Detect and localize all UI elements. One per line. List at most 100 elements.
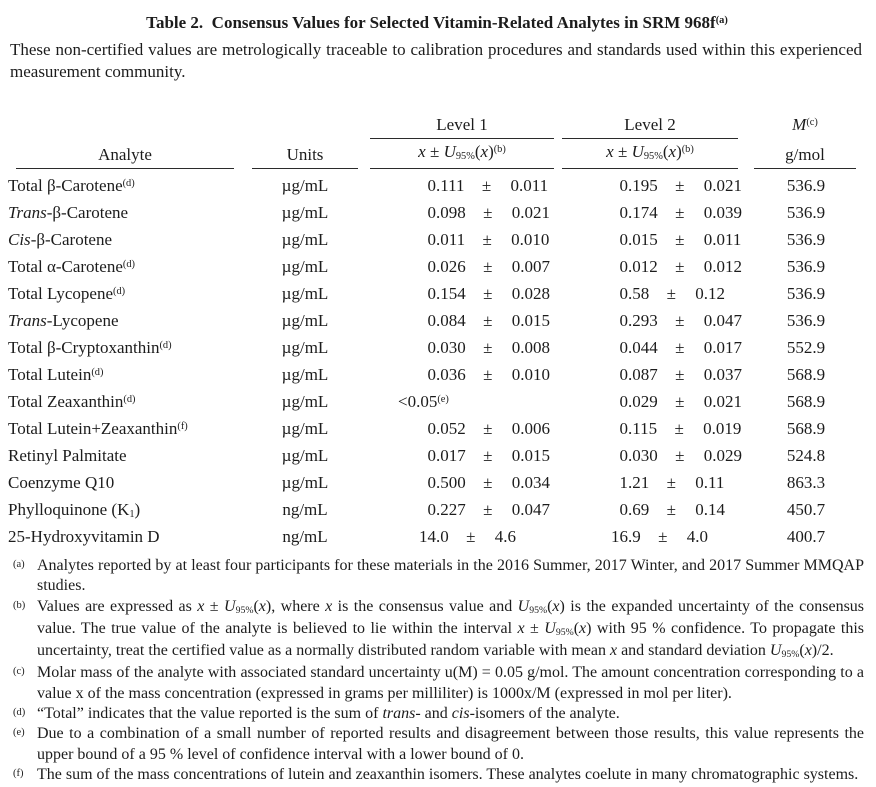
level2-value-cell: 0.174 ±0.039: [562, 196, 744, 223]
uncertainty-value: 0.007: [511, 257, 550, 276]
uncertainty-value: 0.017: [703, 338, 742, 357]
plus-minus-sign: ±: [483, 284, 493, 303]
footnote-text: Molar mass of the analyte with associate…: [37, 664, 864, 702]
plus-minus-sign: ±: [483, 500, 493, 519]
level1-value-cell: 0.026 ±0.007: [366, 250, 562, 277]
footnote-text: Analytes reported by at least four parti…: [37, 557, 864, 595]
intro-paragraph: These non-certified values are metrologi…: [10, 40, 862, 81]
level2-group-header: Level 2: [562, 113, 744, 139]
uncertainty-value: 0.021: [511, 203, 550, 222]
molar-mass-cell: 536.9: [786, 257, 826, 276]
plus-minus-sign: ±: [483, 419, 493, 438]
plus-minus-sign: ±: [675, 365, 685, 384]
units-cell: ng/mL: [282, 500, 328, 519]
plus-minus-sign: ±: [675, 176, 685, 195]
footnote-b: (b) Values are expressed as x ± U95%(x), …: [8, 597, 866, 664]
units-header: Units: [244, 139, 366, 169]
table-row: Total β-Cryptoxanthin(d) µg/mL 0.030 ±0.008…: [8, 331, 868, 358]
level1-value-cell: 14.0 ±4.6: [366, 520, 562, 547]
plus-minus-sign: ±: [483, 446, 493, 465]
plus-minus-sign: ±: [483, 365, 493, 384]
footnote-c: (c) Molar mass of the analyte with associ…: [8, 663, 866, 704]
plus-minus-sign: ±: [483, 203, 493, 222]
molar-mass-cell: 536.9: [786, 284, 826, 303]
measurement-value: 0.029 ±0.021: [619, 392, 743, 411]
level1-value-cell: 0.030 ±0.008: [366, 331, 562, 358]
level1-value-cell: 0.500 ±0.034: [366, 466, 562, 493]
plus-minus-sign: ±: [666, 473, 676, 492]
analyte-cell: Trans-Lycopene: [8, 311, 119, 330]
molar-mass-cell: 568.9: [786, 365, 826, 384]
table-row: Trans-Lycopene µg/mL 0.084 ±0.015 0.293 ±0.04…: [8, 304, 868, 331]
footnote-marker: (e): [13, 727, 25, 739]
level2-value-cell: 0.115 ±0.019: [562, 412, 744, 439]
units-cell: µg/mL: [281, 365, 329, 384]
table-row: Total Lycopene(d) µg/mL 0.154 ±0.028 0.58 ±0.…: [8, 277, 868, 304]
plus-minus-sign: ±: [658, 527, 668, 546]
measurement-value: 1.21 ±0.11: [619, 473, 725, 492]
measurement-value: 0.227 ±0.047: [427, 500, 551, 519]
molar-mass-header: M(c): [744, 113, 868, 139]
units-cell: ng/mL: [282, 527, 328, 546]
table-row: Total α-Carotene(d) µg/mL 0.026 ±0.007 0.012…: [8, 250, 868, 277]
uncertainty-value: 0.12: [695, 284, 725, 303]
uncertainty-value: 0.021: [703, 176, 742, 195]
uncertainty-value: 4.6: [494, 527, 516, 546]
analyte-cell: Cis-β-Carotene: [8, 230, 113, 249]
measurement-value: 0.154 ±0.028: [427, 284, 551, 303]
level2-value-cell: 0.044 ±0.017: [562, 331, 744, 358]
units-header-label: Units: [252, 144, 358, 169]
uncertainty-value: 0.039: [703, 203, 742, 222]
units-cell: µg/mL: [281, 284, 329, 303]
molar-mass-cell: 536.9: [786, 176, 826, 195]
level2-value-cell: 1.21 ±0.11: [562, 466, 744, 493]
level1-value-cell: <0.05(e): [366, 385, 562, 412]
uncertainty-value: 0.015: [511, 446, 550, 465]
plus-minus-sign: ±: [666, 500, 676, 519]
plus-minus-sign: ±: [675, 392, 685, 411]
level2-value-cell: 16.9 ±4.0: [562, 520, 744, 547]
table-row: Phylloquinone (K1) ng/mL 0.227 ±0.047 0.69 ±0…: [8, 493, 868, 520]
table-row: 25-Hydroxyvitamin D ng/mL 14.0 ±4.6 16.9 ±4.0…: [8, 520, 868, 547]
analyte-cell: Coenzyme Q10: [8, 473, 115, 492]
footnote-text: “Total” indicates that the value reporte…: [37, 705, 620, 723]
units-cell: µg/mL: [281, 338, 329, 357]
uncertainty-value: 0.14: [695, 500, 725, 519]
level1-value-cell: 0.111 ±0.011: [366, 169, 562, 196]
measurement-value: 0.111 ±0.011: [427, 176, 549, 195]
table-row: Coenzyme Q10 µg/mL 0.500 ±0.034 1.21 ±0.11 863…: [8, 466, 868, 493]
plus-minus-sign: ±: [481, 176, 492, 195]
level1-value-cell: 0.011 ±0.010: [366, 223, 562, 250]
measurement-value: <0.05(e): [398, 392, 449, 411]
molar-mass-symbol: M(c): [792, 115, 818, 134]
level1-value-expression-header: x ± U95%(x)(b): [366, 139, 562, 169]
uncertainty-value: 0.010: [511, 365, 550, 384]
table-row: Retinyl Palmitate µg/mL 0.017 ±0.015 0.030 ±0…: [8, 439, 868, 466]
measurement-value: 0.58 ±0.12: [619, 284, 726, 303]
header-group-row: Level 1 Level 2 M(c): [8, 113, 868, 139]
level2-value-cell: 0.012 ±0.012: [562, 250, 744, 277]
uncertainty-value: 0.028: [511, 284, 550, 303]
plus-minus-sign: ±: [675, 446, 685, 465]
measurement-value: 0.69 ±0.14: [619, 500, 726, 519]
level1-value-cell: 0.154 ±0.028: [366, 277, 562, 304]
units-cell: µg/mL: [281, 392, 329, 411]
units-cell: µg/mL: [281, 311, 329, 330]
level1-group-label: Level 1: [370, 114, 554, 139]
level2-value-cell: 0.029 ±0.021: [562, 385, 744, 412]
level1-value-cell: 0.052 ±0.006: [366, 412, 562, 439]
level1-value-cell: 0.017 ±0.015: [366, 439, 562, 466]
footnote-marker: (f): [13, 767, 24, 779]
measurement-value: 0.087 ±0.037: [619, 365, 743, 384]
footnote-marker: (c): [13, 666, 25, 678]
level2-value-cell: 0.69 ±0.14: [562, 493, 744, 520]
uncertainty-value: 0.008: [511, 338, 550, 357]
level2-value-expression-header: x ± U95%(x)(b): [562, 139, 744, 169]
measurement-value: 0.084 ±0.015: [427, 311, 551, 330]
molar-mass-cell: 524.8: [786, 446, 826, 465]
plus-minus-sign: ±: [483, 257, 493, 276]
analyte-cell: Total Lutein(d): [8, 365, 104, 384]
measurement-value: 0.030 ±0.008: [427, 338, 551, 357]
analyte-header-label: Analyte: [16, 144, 234, 169]
